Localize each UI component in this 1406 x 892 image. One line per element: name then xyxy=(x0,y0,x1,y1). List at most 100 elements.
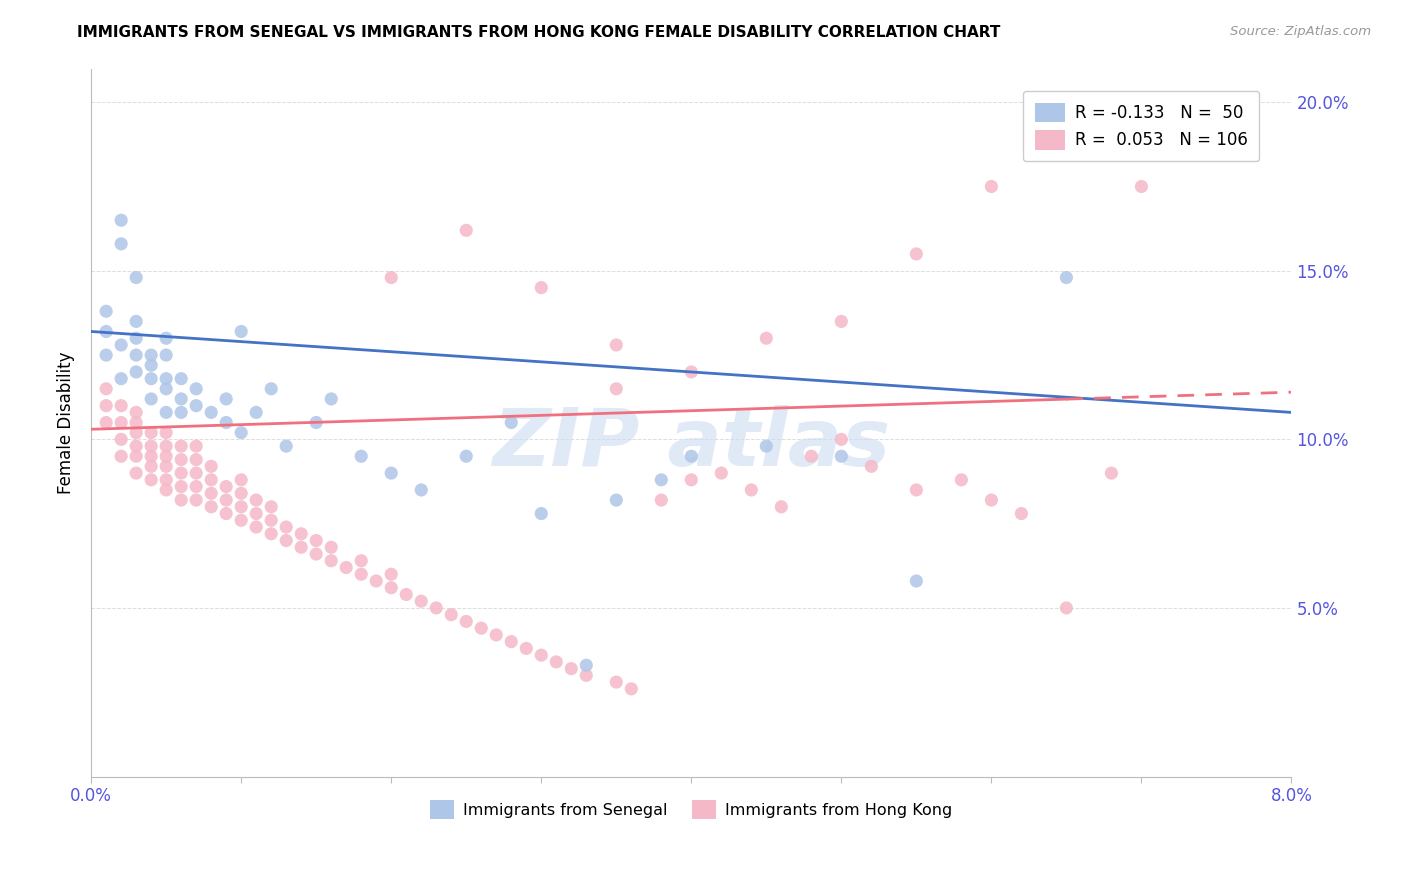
Point xyxy=(905,247,928,261)
Point xyxy=(231,513,253,527)
Point xyxy=(366,574,388,588)
Point xyxy=(830,433,852,447)
Point xyxy=(110,338,132,352)
Point xyxy=(456,449,478,463)
Point xyxy=(155,331,177,345)
Point xyxy=(155,439,177,453)
Point xyxy=(770,500,793,514)
Point xyxy=(1130,179,1153,194)
Point xyxy=(260,526,283,541)
Point xyxy=(440,607,463,622)
Point xyxy=(110,236,132,251)
Point xyxy=(380,581,402,595)
Point xyxy=(125,416,148,430)
Point xyxy=(141,459,163,474)
Point xyxy=(125,314,148,328)
Point xyxy=(456,615,478,629)
Y-axis label: Female Disability: Female Disability xyxy=(58,351,75,494)
Point xyxy=(215,479,238,493)
Point xyxy=(620,681,643,696)
Point xyxy=(186,399,208,413)
Point xyxy=(470,621,492,635)
Point xyxy=(155,348,177,362)
Point xyxy=(260,513,283,527)
Point xyxy=(96,399,118,413)
Point xyxy=(1099,466,1122,480)
Point xyxy=(170,452,193,467)
Point xyxy=(530,280,553,294)
Point xyxy=(141,425,163,440)
Point xyxy=(260,500,283,514)
Point xyxy=(231,486,253,500)
Point xyxy=(1010,507,1032,521)
Point xyxy=(186,479,208,493)
Point xyxy=(155,483,177,497)
Point xyxy=(245,507,267,521)
Text: Source: ZipAtlas.com: Source: ZipAtlas.com xyxy=(1230,25,1371,38)
Point xyxy=(276,533,298,548)
Point xyxy=(830,314,852,328)
Point xyxy=(335,560,357,574)
Point xyxy=(141,358,163,372)
Point xyxy=(141,439,163,453)
Point xyxy=(155,449,177,463)
Point xyxy=(681,473,703,487)
Point xyxy=(231,473,253,487)
Point xyxy=(530,648,553,662)
Point xyxy=(350,449,373,463)
Point xyxy=(350,554,373,568)
Point xyxy=(546,655,568,669)
Point xyxy=(681,365,703,379)
Point xyxy=(170,392,193,406)
Point xyxy=(276,520,298,534)
Point xyxy=(650,473,672,487)
Text: IMMIGRANTS FROM SENEGAL VS IMMIGRANTS FROM HONG KONG FEMALE DISABILITY CORRELATI: IMMIGRANTS FROM SENEGAL VS IMMIGRANTS FR… xyxy=(77,25,1001,40)
Point xyxy=(650,493,672,508)
Point xyxy=(186,382,208,396)
Point xyxy=(395,587,418,601)
Point xyxy=(110,449,132,463)
Point xyxy=(380,270,402,285)
Point xyxy=(380,567,402,582)
Point xyxy=(170,466,193,480)
Point xyxy=(800,449,823,463)
Point xyxy=(560,662,582,676)
Point xyxy=(155,382,177,396)
Point xyxy=(321,541,343,555)
Point xyxy=(425,601,447,615)
Point xyxy=(605,338,627,352)
Point xyxy=(96,348,118,362)
Point xyxy=(96,382,118,396)
Point xyxy=(155,405,177,419)
Point xyxy=(501,416,523,430)
Point xyxy=(1054,112,1077,127)
Point xyxy=(350,567,373,582)
Point xyxy=(530,507,553,521)
Point xyxy=(710,466,733,480)
Point xyxy=(186,439,208,453)
Point xyxy=(950,473,973,487)
Point xyxy=(141,392,163,406)
Point xyxy=(245,520,267,534)
Point xyxy=(110,213,132,227)
Point xyxy=(215,493,238,508)
Point xyxy=(186,466,208,480)
Point xyxy=(305,547,328,561)
Point xyxy=(125,466,148,480)
Point xyxy=(200,459,222,474)
Point xyxy=(125,405,148,419)
Point xyxy=(321,392,343,406)
Point xyxy=(170,439,193,453)
Point xyxy=(501,634,523,648)
Point xyxy=(125,270,148,285)
Point xyxy=(96,304,118,318)
Point xyxy=(380,466,402,480)
Point xyxy=(305,533,328,548)
Point xyxy=(110,416,132,430)
Point xyxy=(125,439,148,453)
Point xyxy=(155,425,177,440)
Point xyxy=(96,416,118,430)
Point xyxy=(215,507,238,521)
Point xyxy=(231,500,253,514)
Point xyxy=(141,372,163,386)
